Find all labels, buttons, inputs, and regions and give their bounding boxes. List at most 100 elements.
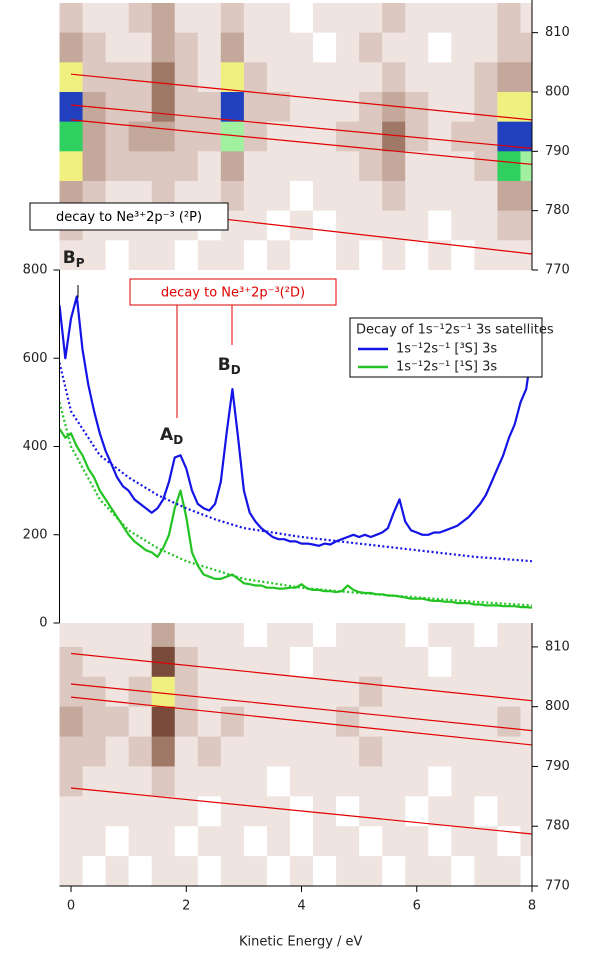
- heatmap-cell: [243, 210, 268, 241]
- x-tick-label: 8: [528, 899, 536, 914]
- heatmap-cell: [105, 706, 130, 738]
- heatmap-cell: [243, 766, 268, 797]
- peak-label: BP: [63, 248, 85, 270]
- heatmap-cell: [128, 623, 153, 648]
- heatmap-cell: [197, 796, 222, 827]
- heatmap-cell: [128, 91, 153, 123]
- heatmap-cell: [497, 736, 521, 767]
- heatmap-cell: [451, 210, 475, 241]
- legend-label: 1s⁻¹2s⁻¹ [³S] 3s: [396, 342, 497, 357]
- heatmap-cell: [289, 736, 314, 767]
- heatmap-cell: [405, 121, 429, 152]
- y-tick-label: 810: [545, 25, 570, 40]
- heatmap-cell: [243, 62, 268, 93]
- heatmap-cell: [266, 796, 291, 827]
- heatmap-cell: [474, 623, 498, 648]
- heatmap-cell: [128, 121, 153, 152]
- heatmap-cell: [105, 736, 130, 767]
- guide-line: [70, 652, 532, 702]
- heatmap-cell: [220, 676, 245, 708]
- heatmap-cell: [220, 706, 245, 738]
- heatmap-cell: [151, 91, 176, 123]
- heatmap-cell: [520, 2, 532, 34]
- heatmap-cell: [266, 62, 291, 93]
- heatmap-cell: [474, 676, 498, 708]
- heatmap-cell: [243, 180, 268, 212]
- heatmap-cell: [382, 623, 406, 648]
- heatmap-cell: [451, 826, 475, 857]
- x-tick-label: 0: [67, 899, 75, 914]
- heatmap-cell: [82, 2, 107, 34]
- label-box: [29, 202, 229, 231]
- heatmap-cell: [105, 856, 130, 886]
- heatmap-cell: [243, 796, 268, 827]
- heatmap-cell: [289, 180, 314, 212]
- heatmap-cell: [197, 706, 222, 738]
- heatmap-cell: [428, 240, 452, 270]
- heatmap-cell: [359, 32, 383, 63]
- heatmap-cell: [336, 623, 360, 648]
- heatmap-cell: [59, 62, 84, 93]
- heatmap-cell: [520, 796, 532, 827]
- heatmap-cell: [105, 796, 130, 827]
- heatmap-cell: [497, 676, 521, 708]
- heatmap-cell: [220, 240, 245, 270]
- series-line: [59, 428, 532, 609]
- y-tick-label: 800: [545, 84, 570, 99]
- heatmap-cell: [359, 180, 383, 212]
- heatmap: [59, 2, 532, 270]
- heatmap-cell: [428, 151, 452, 182]
- heatmap-cell: [82, 623, 107, 648]
- heatmap-cell: [497, 91, 521, 123]
- heatmap-cell: [474, 706, 498, 738]
- heatmap-cell: [151, 121, 176, 152]
- heatmap-cell: [382, 151, 406, 182]
- heatmap-cell: [451, 121, 475, 152]
- heatmap-cell: [405, 91, 429, 123]
- heatmap-cell: [82, 766, 107, 797]
- heatmap-cell: [428, 210, 452, 241]
- heatmap-cell: [336, 180, 360, 212]
- heatmap-cell: [336, 706, 360, 738]
- heatmap-cell: [359, 676, 383, 708]
- heatmap-cell: [105, 91, 130, 123]
- heatmap-cell: [313, 180, 337, 212]
- heatmap-cell: [151, 766, 176, 797]
- heatmap-cell: [313, 856, 337, 886]
- heatmap-cell: [474, 62, 498, 93]
- heatmap-cell: [197, 32, 222, 63]
- heatmap-cell: [128, 32, 153, 63]
- heatmap-cell: [474, 826, 498, 857]
- heatmap-cell: [382, 646, 406, 678]
- heatmap-cell: [289, 2, 314, 34]
- heatmap-cell: [520, 706, 532, 738]
- heatmap-cell: [405, 623, 429, 648]
- heatmap-cell: [266, 32, 291, 63]
- heatmap-cell: [336, 826, 360, 857]
- heatmap-cell: [359, 210, 383, 241]
- heatmap-cell: [197, 766, 222, 797]
- heatmap-cell: [474, 796, 498, 827]
- heatmap-cell: [405, 856, 429, 886]
- heatmap-cell: [220, 856, 245, 886]
- heatmap-cell: [266, 623, 291, 648]
- heatmap-cell: [451, 240, 475, 270]
- heatmap-cell: [128, 706, 153, 738]
- heatmap-cell: [289, 766, 314, 797]
- heatmap-cell: [451, 646, 475, 678]
- heatmap-cell: [266, 736, 291, 767]
- heatmap-cell: [313, 736, 337, 767]
- heatmap-cell: [382, 706, 406, 738]
- heatmap-cell: [474, 736, 498, 767]
- heatmap-cell: [313, 826, 337, 857]
- heatmap-cell: [451, 2, 475, 34]
- legend-label: 1s⁻¹2s⁻¹ [¹S] 3s: [396, 360, 497, 375]
- heatmap-cell: [151, 706, 176, 738]
- y-tick-label: 780: [545, 819, 570, 834]
- heatmap-cell: [289, 62, 314, 93]
- guide-line: [70, 683, 532, 732]
- heatmap-cell: [59, 736, 84, 767]
- heatmap-cell: [266, 180, 291, 212]
- heatmap-cell: [336, 766, 360, 797]
- heatmap-cell: [174, 736, 199, 767]
